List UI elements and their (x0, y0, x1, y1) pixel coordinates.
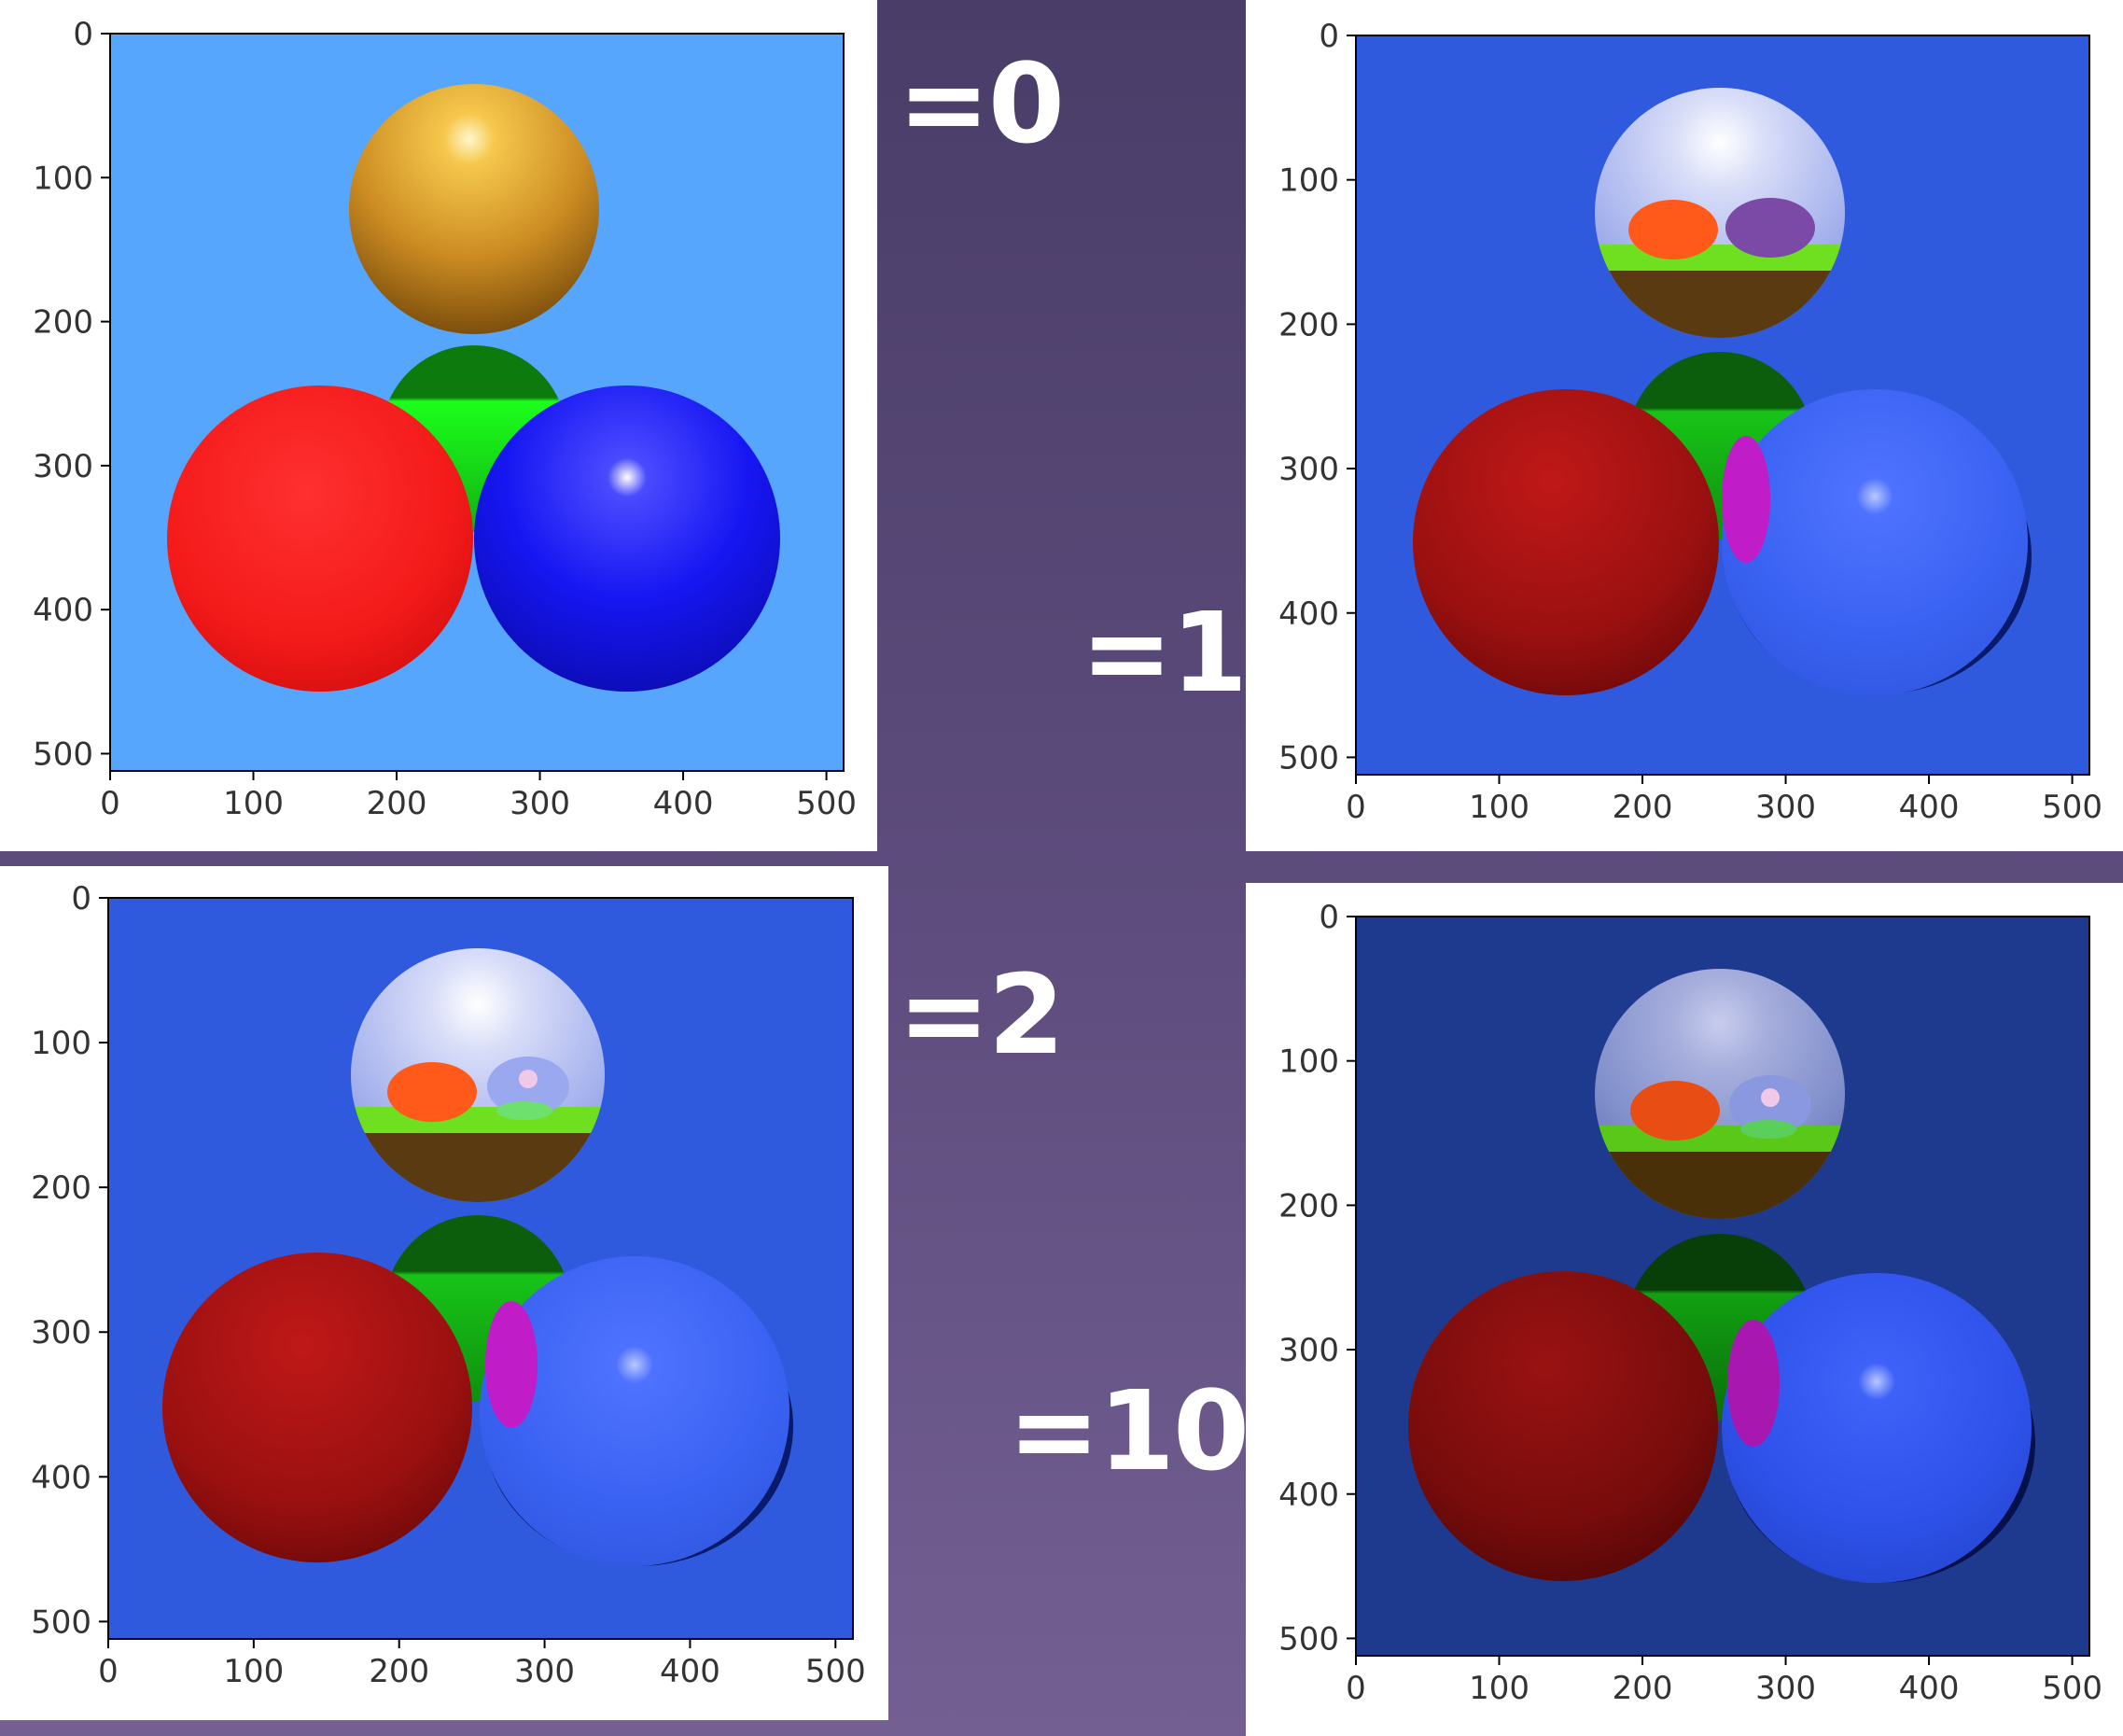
y-tick-label: 300 (1278, 1332, 1339, 1369)
label-depth-10: =10 (1008, 1366, 1250, 1495)
x-tick-label: 500 (805, 1653, 866, 1690)
x-tick-label: 300 (514, 1653, 575, 1690)
y-tick-label: 500 (1278, 739, 1339, 777)
x-tick-label: 100 (1469, 789, 1529, 826)
plot-frame (107, 897, 854, 1640)
y-tick-label: 0 (71, 880, 91, 917)
x-tick-label: 500 (2042, 789, 2102, 826)
y-tick-label: 500 (31, 1603, 91, 1641)
y-tick-label: 200 (33, 304, 93, 342)
red-sphere (167, 385, 473, 692)
x-tick-label: 100 (223, 785, 284, 822)
x-tick-label: 0 (1346, 789, 1366, 826)
x-tick-label: 300 (510, 785, 570, 822)
x-tick-label: 400 (1899, 1670, 1960, 1707)
y-tick-label: 0 (1319, 899, 1339, 936)
x-tick-label: 100 (223, 1653, 284, 1690)
y-tick-label: 400 (1278, 1477, 1339, 1514)
red-sphere (1408, 1271, 1718, 1581)
x-tick-label: 400 (653, 785, 714, 822)
reflected-magenta (1722, 436, 1770, 563)
x-tick-label: 400 (1899, 789, 1960, 826)
render-panel-depth-10: 0 100 200 300 400 500 0 100 200 300 400 500 (1246, 883, 2123, 1736)
blue-sphere (1722, 389, 2028, 695)
y-tick-label: 200 (1278, 306, 1339, 343)
y-tick-label: 400 (31, 1459, 91, 1496)
red-sphere (162, 1253, 472, 1562)
y-tick-label: 300 (31, 1314, 91, 1351)
reflected-red-sphere (387, 1062, 477, 1122)
x-tick-label: 0 (100, 785, 120, 822)
x-tick-label: 0 (1346, 1670, 1366, 1707)
y-tick-label: 200 (1278, 1187, 1339, 1225)
x-tick-label: 200 (367, 785, 427, 822)
blue-sphere (1722, 1273, 2032, 1583)
y-tick-label: 100 (1278, 1043, 1339, 1081)
x-tick-label: 500 (2042, 1670, 2102, 1707)
y-tick-label: 0 (1319, 18, 1339, 55)
x-tick-label: 300 (1755, 789, 1816, 826)
y-tick-label: 400 (33, 592, 93, 629)
x-tick-label: 100 (1469, 1670, 1529, 1707)
y-tick-label: 400 (1278, 595, 1339, 633)
render-panel-depth-1: 0 100 200 300 400 500 0 100 200 300 400 500 (1246, 0, 2123, 851)
plot-frame (1355, 916, 2090, 1657)
y-tick-label: 500 (33, 735, 93, 773)
y-tick-label: 0 (73, 16, 93, 53)
y-tick-label: 300 (1278, 451, 1339, 488)
x-tick-label: 200 (369, 1653, 429, 1690)
y-tick-label: 100 (31, 1025, 91, 1062)
reflected-magenta (1727, 1320, 1780, 1447)
blue-sphere (474, 385, 780, 692)
y-tick-label: 200 (31, 1169, 91, 1207)
x-tick-label: 400 (660, 1653, 720, 1690)
blue-sphere (480, 1256, 789, 1566)
x-tick-label: 200 (1613, 1670, 1673, 1707)
y-tick-label: 100 (1278, 162, 1339, 200)
y-tick-label: 300 (33, 448, 93, 485)
render-panel-depth-0: 0 100 200 300 400 500 0 100 200 300 400 500 (0, 0, 877, 851)
red-sphere (1413, 389, 1719, 695)
y-tick-label: 100 (33, 160, 93, 197)
x-tick-label: 500 (796, 785, 857, 822)
reflected-red-sphere (1628, 200, 1718, 259)
render-panel-depth-2: 0 100 200 300 400 500 0 100 200 300 400 500 (0, 866, 888, 1720)
reflected-red-sphere (1630, 1081, 1720, 1141)
plot-frame (109, 33, 845, 772)
gold-sphere (349, 84, 599, 334)
y-tick-label: 500 (1278, 1620, 1339, 1658)
reflected-blue-sphere (1725, 198, 1815, 258)
label-depth-1: =1 (1081, 588, 1248, 717)
label-depth-2: =2 (898, 950, 1065, 1079)
x-tick-label: 300 (1755, 1670, 1816, 1707)
plot-frame (1355, 35, 2090, 776)
x-tick-label: 200 (1613, 789, 1673, 826)
reflected-magenta (485, 1301, 538, 1428)
label-depth-0: =0 (898, 39, 1065, 168)
x-tick-label: 0 (98, 1653, 119, 1690)
